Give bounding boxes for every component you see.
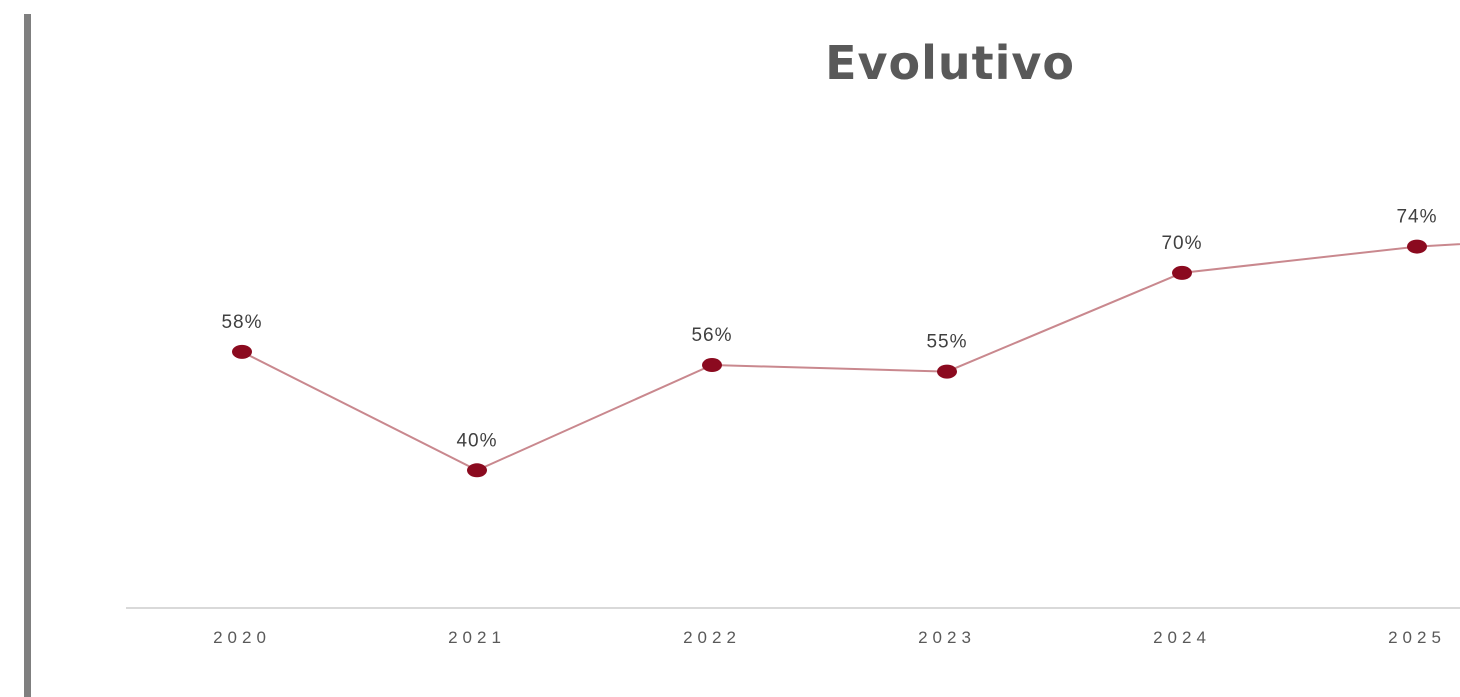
x-tick-2021: 2021 (448, 628, 506, 647)
data-label-2025: 74% (1396, 207, 1437, 228)
x-tick-2022: 2022 (683, 628, 741, 647)
data-label-2023: 55% (926, 332, 967, 353)
x-tick-labels: 2020 2021 2022 2023 2024 2025 (213, 628, 1446, 647)
data-label-2020: 58% (221, 312, 262, 333)
x-tick-2023: 2023 (918, 628, 976, 647)
x-tick-2024: 2024 (1153, 628, 1211, 647)
data-points (232, 239, 1427, 478)
data-label-2022: 56% (691, 325, 732, 346)
data-point-2022 (702, 358, 722, 373)
data-point-2023 (937, 364, 957, 379)
data-labels: 58% 40% 56% 55% 70% 74% (221, 207, 1437, 452)
data-point-2024 (1172, 265, 1192, 280)
data-point-2025 (1407, 239, 1427, 254)
series-line (241, 243, 1460, 472)
data-label-2024: 70% (1161, 233, 1202, 254)
chart-title: Evolutivo (825, 36, 1075, 90)
left-border-bar (24, 14, 31, 697)
data-point-2020 (232, 344, 252, 359)
x-tick-2020: 2020 (213, 628, 271, 647)
x-tick-2025: 2025 (1388, 628, 1446, 647)
data-label-2021: 40% (456, 430, 497, 451)
data-point-2021 (467, 463, 487, 478)
